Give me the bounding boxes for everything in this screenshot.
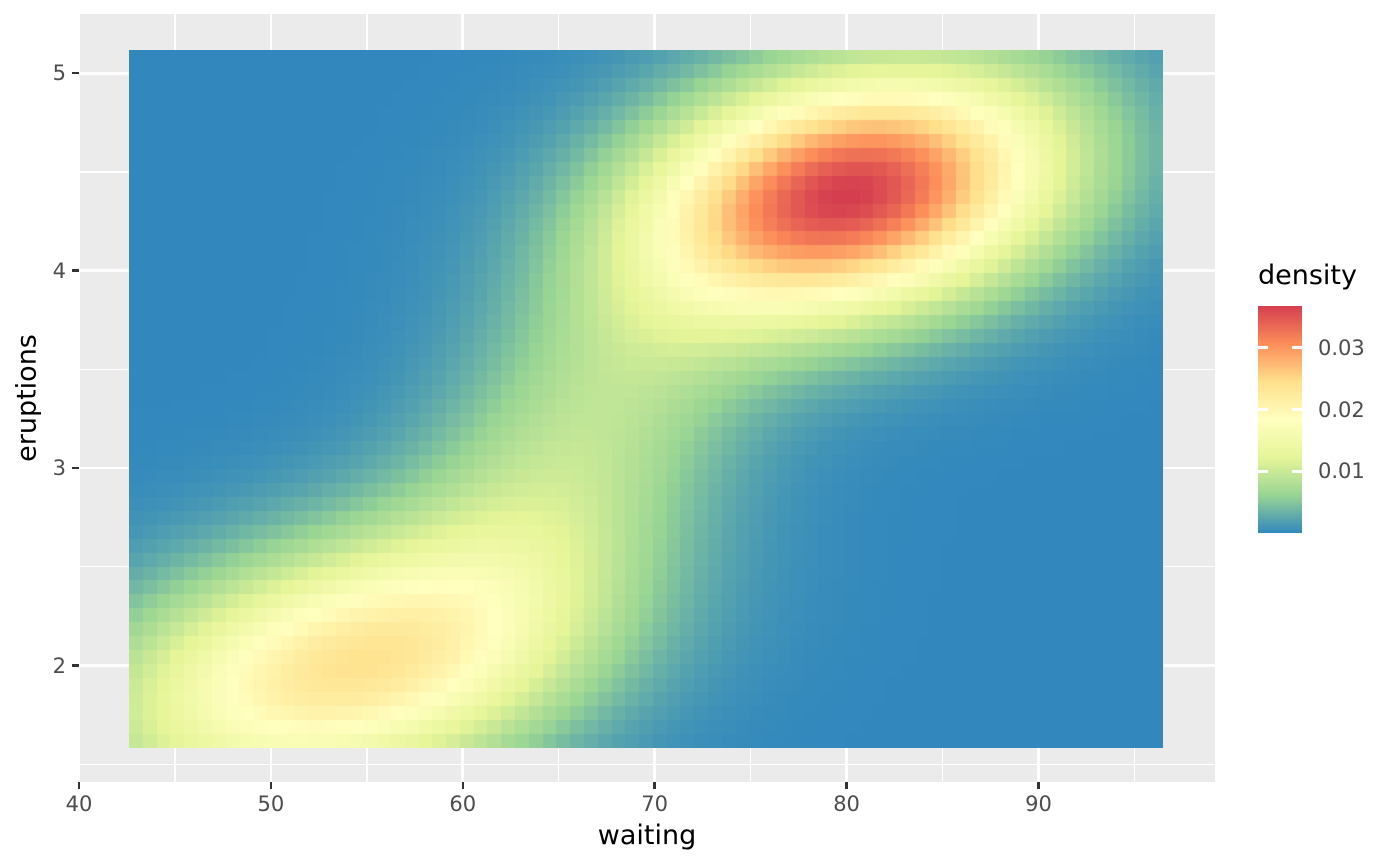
x-axis-title: waiting (597, 820, 697, 851)
x-tick-label: 60 (449, 792, 477, 816)
y-tick-label: 2 (52, 653, 66, 678)
legend-tick-mark (1258, 346, 1268, 350)
legend-tick-label: 0.02 (1318, 397, 1365, 422)
density-heatmap (129, 50, 1163, 748)
legend-tick-label: 0.01 (1318, 459, 1365, 484)
x-tick-mark (269, 782, 273, 789)
y-tick-label: 5 (52, 61, 66, 86)
legend-tick-label: 0.03 (1318, 335, 1365, 360)
legend-tick-mark (1258, 469, 1268, 473)
x-tick-mark (461, 782, 464, 789)
y-tick-mark (72, 664, 79, 667)
legend-title: density (1258, 260, 1357, 291)
y-tick-mark (72, 269, 79, 272)
x-tick-label: 70 (641, 792, 669, 816)
y-tick-label: 4 (52, 258, 66, 283)
x-tick-mark (77, 782, 81, 789)
x-tick-mark (1037, 782, 1040, 789)
x-tick-mark (653, 782, 656, 789)
y-tick-mark (72, 466, 79, 470)
x-tick-label: 40 (65, 792, 93, 816)
x-gridline-major (77, 14, 81, 782)
legend-tick-mark (1292, 469, 1302, 473)
legend-tick-mark (1292, 346, 1302, 350)
y-axis-title: eruptions (11, 334, 43, 462)
x-tick-label: 50 (257, 792, 285, 816)
y-tick-mark (72, 72, 79, 75)
legend-colorbar (1258, 306, 1302, 533)
y-tick-label: 3 (52, 456, 66, 481)
legend-tick-mark (1292, 408, 1302, 412)
x-tick-mark (845, 782, 848, 789)
x-tick-label: 80 (833, 792, 860, 816)
x-tick-label: 90 (1025, 792, 1052, 816)
y-gridline-minor (79, 763, 1215, 765)
legend-tick-mark (1258, 408, 1268, 412)
